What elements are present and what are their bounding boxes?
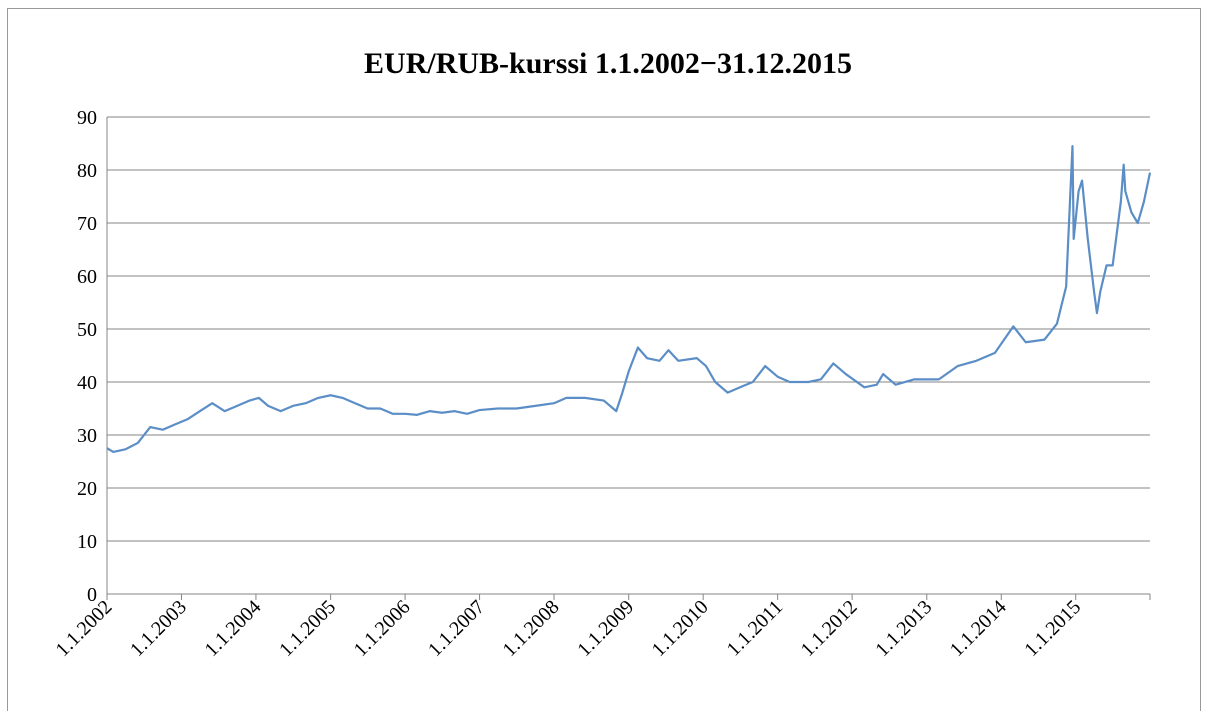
x-tick-label: 1.1.2003 [126, 596, 191, 661]
x-tick-label: 1.1.2004 [200, 596, 265, 661]
chart-title: EUR/RUB-kurssi 1.1.2002−31.12.2015 [364, 47, 852, 80]
x-tick-label: 1.1.2007 [424, 596, 489, 661]
y-tick-label: 80 [77, 160, 97, 182]
y-tick-label: 60 [77, 266, 97, 288]
y-tick-label: 90 [77, 107, 97, 129]
x-tick-label: 1.1.2012 [797, 596, 862, 661]
x-tick-label: 1.1.2006 [350, 596, 415, 661]
y-tick-label: 10 [77, 531, 97, 553]
x-tick-label: 1.1.2010 [648, 596, 713, 661]
x-tick-label: 1.1.2013 [871, 596, 936, 661]
chart-border [7, 8, 1201, 711]
y-tick-label: 30 [77, 425, 97, 447]
x-tick-label: 1.1.2005 [275, 596, 340, 661]
x-tick-label: 1.1.2002 [51, 596, 116, 661]
y-tick-label: 40 [77, 372, 97, 394]
x-tick-label: 1.1.2015 [1020, 596, 1085, 661]
x-tick-label: 1.1.2009 [573, 596, 638, 661]
x-tick-label: 1.1.2014 [946, 596, 1011, 661]
y-tick-label: 50 [77, 319, 97, 341]
y-tick-label: 20 [77, 478, 97, 500]
y-tick-label: 0 [87, 584, 97, 606]
data-line [106, 145, 1152, 454]
y-tick-label: 70 [77, 213, 97, 235]
x-tick-label: 1.1.2008 [499, 596, 564, 661]
x-tick-label: 1.1.2011 [723, 596, 788, 661]
